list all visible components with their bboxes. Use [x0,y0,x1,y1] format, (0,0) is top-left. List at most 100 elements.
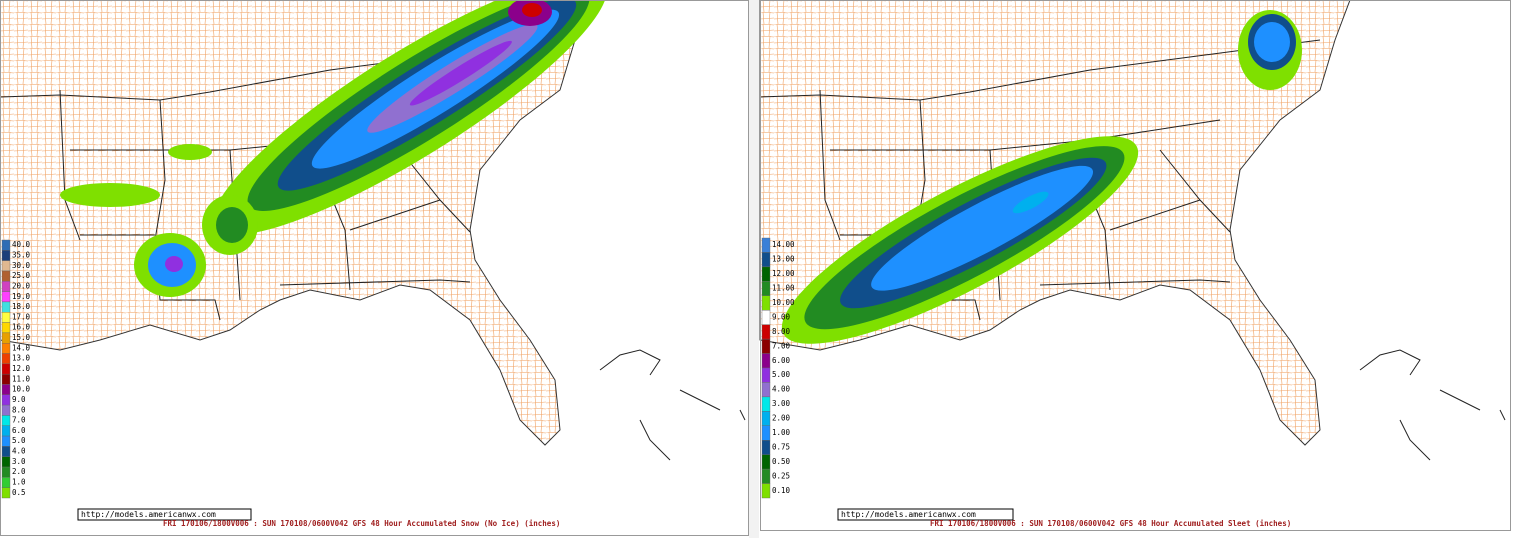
legend-swatch [761,483,771,499]
snow-field [60,0,607,297]
legend-swatch [1,343,11,354]
legend-swatch [761,295,771,311]
legend-label: 15.0 [12,333,31,342]
legend: 40.035.0 30.025.020.0 19.018.017.0 16.015.0… [1,239,31,499]
legend-label: 12.00 [772,269,795,278]
url: http://models.americanwx.com [81,510,216,519]
legend-swatch [761,396,771,412]
legend-swatch [1,322,11,334]
legend-label: 40.0 [12,240,31,249]
legend-label: 25.0 [12,271,31,280]
left-panel: 40.035.0 30.025.020.0 19.018.017.0 16.015.0… [0,0,749,537]
caption: FRI 170106/1800V006 : SUN 170108/0600V04… [930,519,1291,528]
legend-swatch [761,440,771,455]
legend-swatch [1,312,11,323]
legend-swatch [1,425,11,437]
legend-label: 1.00 [772,428,791,437]
legend-swatch [761,382,771,398]
legend-swatch [1,270,11,282]
legend-label: 16.0 [12,323,31,332]
legend-swatch [1,332,11,344]
legend-swatch [761,338,771,354]
legend-swatch [761,266,771,282]
legend-swatch [761,411,771,426]
legend-label: 6.0 [12,426,26,435]
legend-label: 3.0 [12,457,26,466]
url-box [837,508,1014,521]
legend-label: 0.50 [772,457,791,466]
legend-label: 12.0 [12,364,31,373]
legend-label: 18.0 [12,302,31,311]
legend-swatch [761,468,771,484]
legend-label: 5.00 [772,370,791,379]
legend-swatch [761,281,771,296]
legend-label: 13.00 [772,255,795,264]
legend-swatch [761,454,771,470]
legend-label: 7.0 [12,416,26,425]
legend-swatch [761,367,771,383]
url-box [77,508,252,521]
legend-swatch [1,373,11,385]
legend-label: 9.00 [772,312,791,321]
legend-swatch [1,281,11,292]
divider [749,0,759,538]
legend-label: 5.0 [12,436,26,445]
legend-swatch [1,353,11,365]
legend-swatch [1,384,11,396]
legend-label: 0.5 [12,488,26,497]
legend-label: 17.0 [12,312,31,321]
legend-swatch [761,353,771,369]
legend-swatch [1,415,11,426]
legend-label: 2.0 [12,467,26,476]
legend-swatch [1,435,11,447]
legend-label: 0.75 [772,442,790,451]
legend-swatch [1,363,11,375]
legend-swatch [1,250,11,261]
caption: FRI 170106/1800V006 : SUN 170108/0600V04… [163,519,560,528]
legend-label: 11.0 [12,374,31,383]
legend-swatch [1,404,11,416]
panel-frame [0,0,749,536]
legend-swatch [1,260,11,272]
legend-label: 9.0 [12,395,26,404]
legend-swatch [1,487,11,499]
legend-label: 1.0 [12,478,26,487]
legend-swatch [1,301,11,313]
legend-label: 11.00 [772,284,795,293]
legend-swatch [761,237,771,253]
legend-swatch [1,477,11,488]
sleet-field [781,10,1302,344]
legend-label: 0.10 [772,486,791,495]
legend-label: 8.0 [12,405,26,414]
legend-label: 10.0 [12,385,31,394]
legend-label: 20.0 [12,281,31,290]
legend-swatch [761,310,771,325]
legend-label: 4.0 [12,447,26,456]
legend-label: 4.00 [772,385,791,394]
legend-label: 3.00 [772,399,791,408]
legend-swatch [1,456,11,468]
legend-label: 14.00 [772,240,795,249]
legend-label: 7.00 [772,341,791,350]
legend-label: 8.00 [772,327,791,336]
legend-label: 19.0 [12,292,31,301]
legend-label: 6.00 [772,356,791,365]
right-panel: 14.00 13.00 12.00 11.00 10.00 9.00 8.00 7.00 6.0… [759,0,1511,537]
legend-label: 30.0 [12,261,31,270]
legend-label: 13.0 [12,354,31,363]
legend-label: 2.00 [772,414,791,423]
legend-label: 35.0 [12,250,31,259]
legend-swatch [761,252,771,268]
legend-swatch [1,466,11,478]
legend-swatch [761,324,771,340]
legend-swatch [1,394,11,406]
legend: 14.00 13.00 12.00 11.00 10.00 9.00 8.00 7.00 6.0… [761,237,795,499]
legend-label: 14.0 [12,343,31,352]
legend-label: 10.00 [772,298,795,307]
legend-swatch [1,446,11,457]
panel-frame [760,0,1511,531]
legend-swatch [1,239,11,251]
url: http://models.americanwx.com [841,510,976,519]
legend-swatch [1,291,11,303]
legend-swatch [761,425,771,441]
